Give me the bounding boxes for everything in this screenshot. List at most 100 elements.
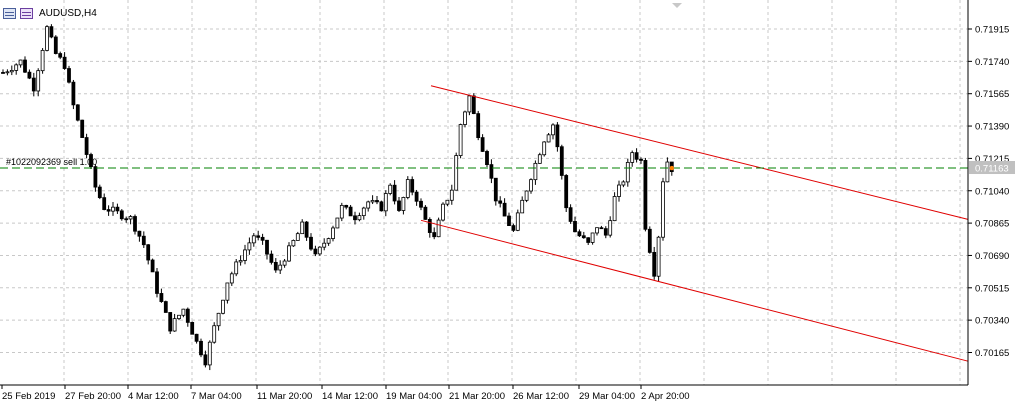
candle-body <box>124 218 129 221</box>
chart-grid <box>0 0 968 385</box>
candle-body <box>361 207 366 217</box>
candle-body <box>621 181 626 186</box>
candle-body <box>463 111 467 125</box>
candle-body <box>419 200 423 208</box>
candle-body <box>207 341 212 366</box>
candle-body <box>449 189 454 201</box>
candle-body <box>410 179 415 193</box>
x-tick-label: 14 Mar 12:00 <box>322 391 378 402</box>
candle-body <box>375 200 379 203</box>
symbol-timeframe-label: AUDUSD,H4 <box>39 7 97 19</box>
chart-window-icon[interactable] <box>3 7 16 19</box>
y-tick-label: 0.71390 <box>975 122 1009 133</box>
candle-body <box>590 232 595 243</box>
candle-body <box>379 201 384 212</box>
candle-body <box>27 71 32 79</box>
candle-body <box>58 53 63 58</box>
candle-body <box>282 260 287 266</box>
y-tick-label: 0.71915 <box>975 25 1009 36</box>
candle-body <box>300 221 305 235</box>
x-tick-label: 4 Mar 12:00 <box>128 391 179 402</box>
candle-body <box>366 201 371 209</box>
candle-body <box>216 312 221 327</box>
candle-body <box>427 219 432 233</box>
candle-body <box>172 318 177 332</box>
x-tick-label: 26 Mar 12:00 <box>513 391 569 402</box>
candle-body <box>370 200 375 203</box>
candle-body <box>317 246 322 255</box>
candle-body <box>256 235 261 238</box>
candle-body <box>89 154 93 168</box>
y-tick-label: 0.70690 <box>975 251 1009 262</box>
candle-body <box>137 230 142 237</box>
candle-body <box>595 227 599 234</box>
candle-body <box>498 200 503 204</box>
candle-body <box>273 261 278 271</box>
candle-body <box>652 251 657 277</box>
candle-body <box>159 293 164 302</box>
candle-body <box>243 249 247 261</box>
candle-body <box>199 340 203 356</box>
x-tick-label: 11 Mar 20:00 <box>257 391 312 402</box>
candles <box>1 24 674 371</box>
y-tick-label: 0.71565 <box>975 89 1009 100</box>
candle-body <box>467 95 472 113</box>
candle-body <box>661 181 665 238</box>
candle-body <box>643 160 648 230</box>
candle-body <box>480 137 485 152</box>
candle-body <box>269 253 274 263</box>
candle-body <box>489 164 494 179</box>
candle-body <box>84 137 89 155</box>
candle-body <box>520 199 525 214</box>
symbol-header: AUDUSD,H4 <box>3 6 97 20</box>
candle-body <box>203 354 208 366</box>
candle-body <box>432 232 437 238</box>
candle-body <box>326 238 331 244</box>
x-tick-label: 27 Feb 20:00 <box>65 391 121 402</box>
candle-body <box>75 104 80 121</box>
candle-body <box>559 146 564 176</box>
price-channel[interactable] <box>420 85 969 362</box>
candle-body <box>441 203 445 221</box>
candle-body <box>36 70 41 92</box>
candle-body <box>454 155 459 191</box>
candle-body <box>515 212 520 231</box>
channel-lower-line[interactable] <box>420 219 969 362</box>
candle-body <box>212 325 217 343</box>
current-price-label: 0.71163 <box>975 164 1009 175</box>
candle-body <box>9 70 14 73</box>
candle-body <box>111 206 115 212</box>
x-tick-label: 21 Mar 20:00 <box>449 391 505 402</box>
candle-body <box>97 186 102 199</box>
y-tick-label: 0.71215 <box>975 154 1009 165</box>
candle-body <box>639 158 643 161</box>
candle-body <box>383 193 388 212</box>
candle-body <box>599 227 604 230</box>
candle-body <box>150 259 155 273</box>
candle-body <box>102 197 107 210</box>
symbol-properties-icon[interactable] <box>20 7 33 19</box>
channel-upper-line[interactable] <box>430 85 969 220</box>
candle-body <box>603 228 608 236</box>
candle-body <box>18 59 23 66</box>
candle-body <box>568 207 573 222</box>
order-line-label: #1022092369 sell 1.00 <box>6 157 97 167</box>
y-tick-label: 0.70865 <box>975 219 1009 230</box>
candle-body <box>234 261 239 275</box>
candle-body <box>181 308 186 316</box>
candle-body <box>546 134 551 143</box>
x-tick-label: 25 Feb 2019 <box>2 391 55 402</box>
candle-body <box>630 152 635 163</box>
candle-body <box>471 95 476 115</box>
last-price-dot <box>669 165 674 171</box>
candle-body <box>80 119 85 138</box>
candle-body <box>564 175 569 209</box>
candle-body <box>445 199 450 205</box>
candle-body <box>485 151 489 165</box>
candle-body <box>177 314 181 320</box>
x-tick-label: 29 Mar 04:00 <box>579 391 635 402</box>
order-line[interactable]: #1022092369 sell 1.00 <box>0 157 968 171</box>
scroll-marker-icon[interactable] <box>672 3 682 8</box>
